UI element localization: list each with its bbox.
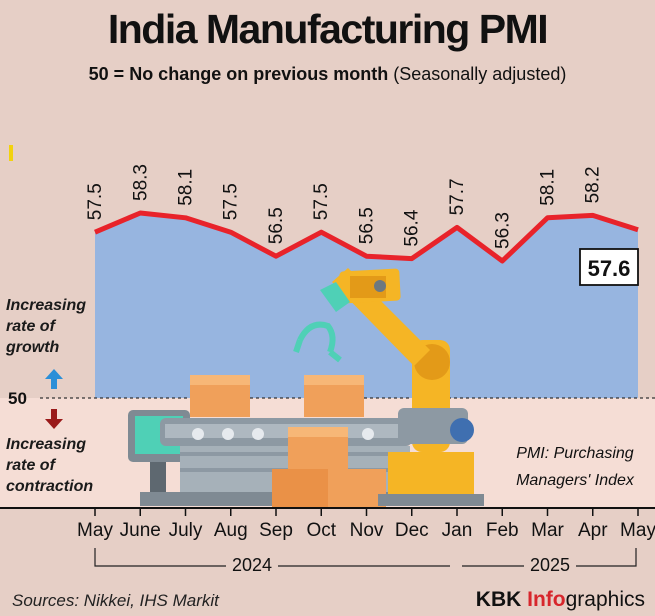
data-label-9: 56.3	[492, 212, 513, 249]
contraction-line-3: contraction	[6, 478, 94, 495]
data-label-0: 57.5	[85, 183, 106, 220]
data-label-4: 56.5	[266, 207, 287, 244]
x-tick-label-2: July	[169, 520, 203, 541]
contraction-line-2: rate of	[6, 457, 55, 474]
subtitle-plain: (Seasonally adjusted)	[393, 64, 567, 84]
data-label-12: 57.6	[588, 256, 631, 281]
brand-graphics: graphics	[565, 588, 645, 611]
x-tick-label-0: May	[77, 520, 113, 541]
brand-kbk: KBK	[475, 588, 522, 611]
x-tick-label-11: Apr	[578, 520, 608, 541]
data-label-6: 56.5	[357, 207, 378, 244]
x-tick-label-12: May	[620, 520, 655, 541]
year-label-2024: 2024	[226, 555, 279, 576]
pmi-note-line-2: Managers' Index	[516, 472, 634, 489]
data-label-2: 58.1	[176, 169, 197, 206]
source-note: Sources: Nikkei, IHS Markit	[12, 591, 219, 610]
x-tick-label-3: Aug	[214, 520, 248, 541]
contraction-line-1: Increasing	[6, 436, 87, 453]
growth-line-2: rate of	[6, 318, 55, 335]
factory-illustration	[128, 268, 484, 507]
accent-mark	[9, 145, 13, 161]
x-tick-label-5: Oct	[306, 520, 336, 541]
x-tick-label-7: Dec	[395, 520, 429, 541]
last-value-box	[579, 248, 639, 286]
box-icons	[190, 375, 386, 507]
arrow-down-icon	[45, 409, 63, 429]
data-label-11: 58.2	[583, 166, 604, 203]
data-label-10: 58.1	[538, 169, 559, 206]
brand-info: Info	[527, 588, 566, 611]
x-tick-label-10: Mar	[531, 520, 564, 541]
chart-title: India Manufacturing PMI	[107, 6, 549, 52]
pmi-note: PMI: Purchasing Managers' Index	[510, 440, 640, 494]
data-label-8: 57.7	[447, 178, 468, 215]
x-tick-label-9: Feb	[486, 520, 519, 541]
growth-label: Increasing rate of growth	[6, 295, 86, 358]
pmi-note-line-1: PMI: Purchasing	[516, 445, 634, 462]
x-tick-label-6: Nov	[350, 520, 384, 541]
robot-arm-icon	[293, 268, 484, 506]
x-tick-label-1: June	[120, 520, 161, 541]
reference-label-50: 50	[8, 389, 27, 408]
year-bracket-2025	[462, 548, 637, 567]
data-label-7: 56.4	[402, 209, 423, 246]
year-label-2025: 2025	[524, 555, 577, 576]
x-tick-label-4: Sep	[259, 520, 293, 541]
contraction-label: Increasing rate of contraction	[6, 434, 93, 497]
x-tick-label-8: Jan	[442, 520, 473, 541]
subtitle-bold: 50 = No change on previous month	[88, 64, 389, 84]
brand-logo: KBK Infographics	[476, 588, 645, 612]
data-label-3: 57.5	[221, 183, 242, 220]
growth-line-3: growth	[6, 339, 60, 356]
arrow-up-icon	[45, 369, 63, 389]
data-label-5: 57.5	[311, 183, 332, 220]
year-bracket-2024	[94, 548, 450, 567]
pmi-line	[94, 210, 639, 264]
data-label-1: 58.3	[130, 164, 151, 201]
growth-line-1: Increasing	[6, 297, 87, 314]
chart-subtitle: 50 = No change on previous month (Season…	[0, 64, 655, 85]
